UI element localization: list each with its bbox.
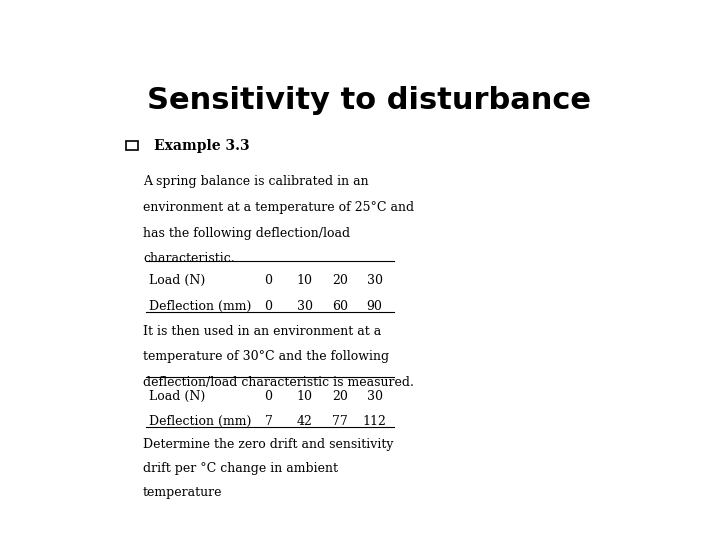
Text: 30: 30 <box>366 274 382 287</box>
Text: Deflection (mm): Deflection (mm) <box>148 300 251 313</box>
Text: 30: 30 <box>366 390 382 403</box>
Text: Load (N): Load (N) <box>148 390 205 403</box>
Text: characteristic.: characteristic. <box>143 252 235 265</box>
Text: environment at a temperature of 25°C and: environment at a temperature of 25°C and <box>143 201 414 214</box>
Text: Example 3.3: Example 3.3 <box>154 139 250 153</box>
Text: 20: 20 <box>332 390 348 403</box>
Text: 30: 30 <box>297 300 312 313</box>
Text: 0: 0 <box>264 390 273 403</box>
Text: 0: 0 <box>264 274 273 287</box>
Text: Determine the zero drift and sensitivity: Determine the zero drift and sensitivity <box>143 438 394 451</box>
Text: has the following deflection/load: has the following deflection/load <box>143 227 350 240</box>
Text: 90: 90 <box>366 300 382 313</box>
Text: drift per °C change in ambient: drift per °C change in ambient <box>143 462 338 475</box>
Bar <box>126 141 138 151</box>
Text: 0: 0 <box>264 300 273 313</box>
Text: 60: 60 <box>332 300 348 313</box>
Text: 77: 77 <box>332 415 348 428</box>
Text: 10: 10 <box>297 390 312 403</box>
Text: It is then used in an environment at a: It is then used in an environment at a <box>143 325 382 338</box>
Text: 20: 20 <box>332 274 348 287</box>
Text: 42: 42 <box>297 415 312 428</box>
Text: temperature of 30°C and the following: temperature of 30°C and the following <box>143 350 389 363</box>
Text: Sensitivity to disturbance: Sensitivity to disturbance <box>147 85 591 114</box>
Text: 7: 7 <box>265 415 272 428</box>
Text: A spring balance is calibrated in an: A spring balance is calibrated in an <box>143 175 369 188</box>
Text: Load (N): Load (N) <box>148 274 205 287</box>
Text: Deflection (mm): Deflection (mm) <box>148 415 251 428</box>
Text: 10: 10 <box>297 274 312 287</box>
Text: deflection/load characteristic is measured.: deflection/load characteristic is measur… <box>143 376 414 389</box>
Text: temperature: temperature <box>143 487 222 500</box>
Text: 112: 112 <box>363 415 387 428</box>
